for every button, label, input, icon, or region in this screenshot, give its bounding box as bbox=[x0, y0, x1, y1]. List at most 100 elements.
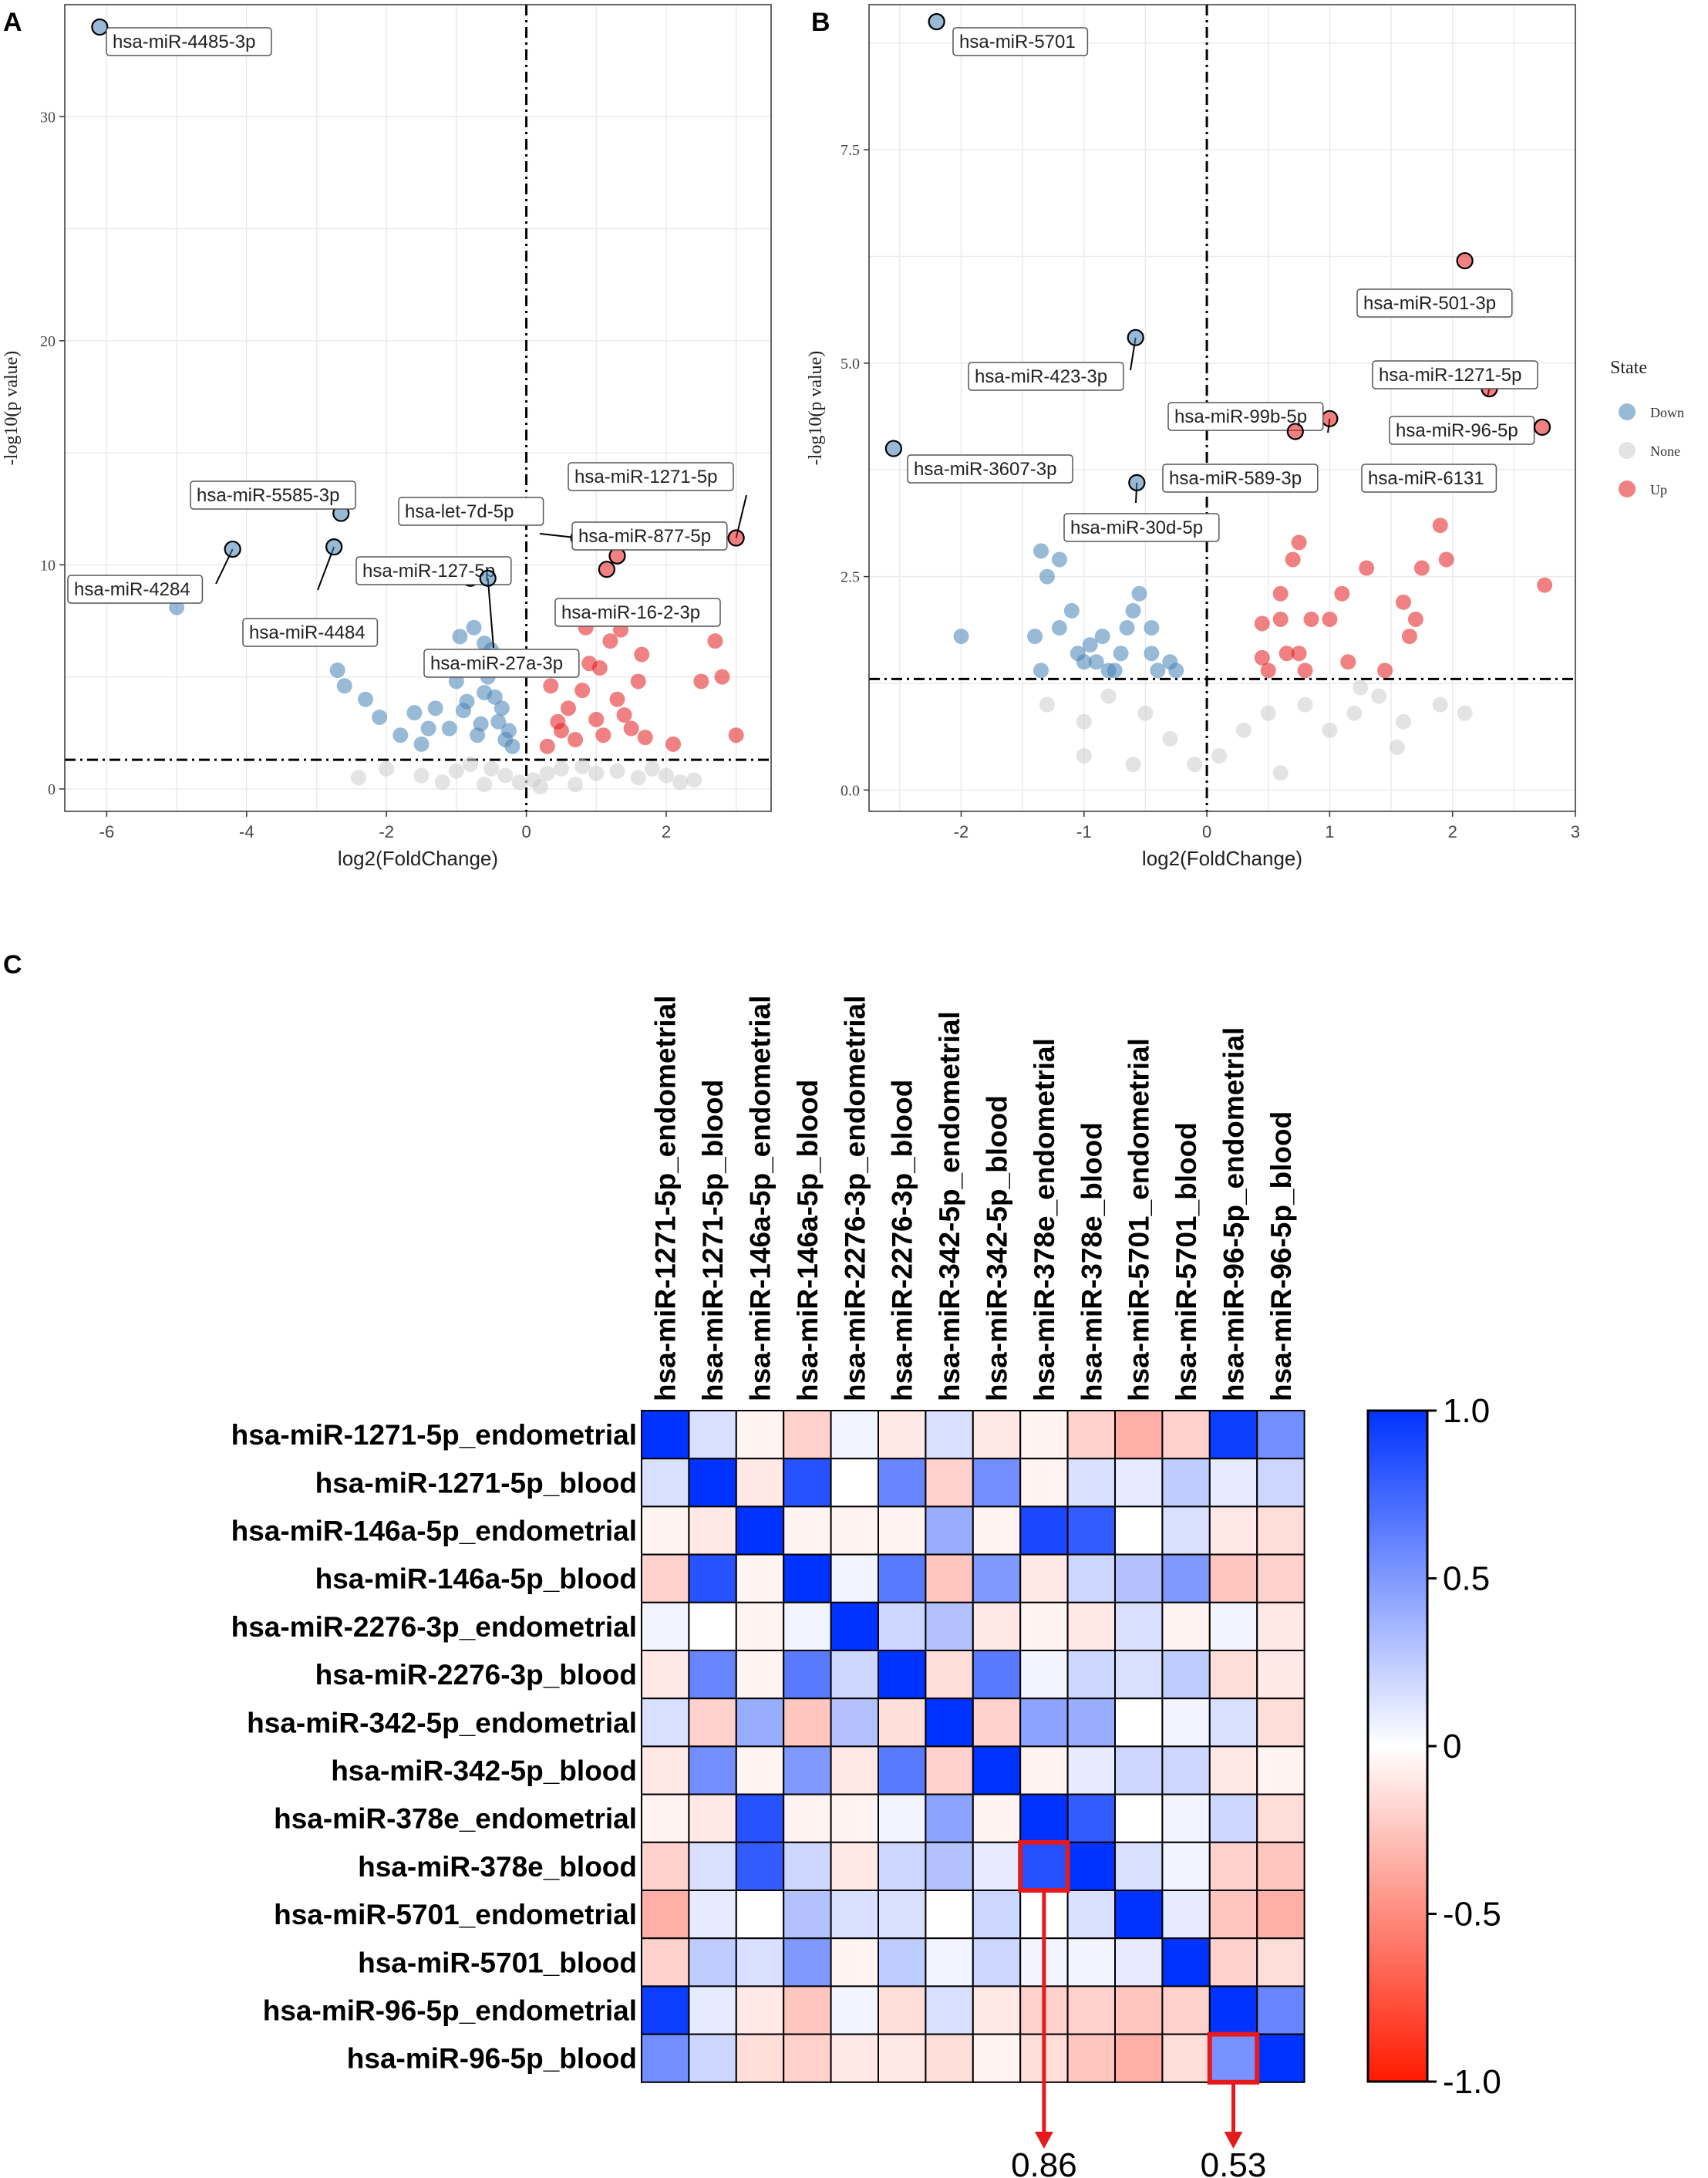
heatmap-cell bbox=[1114, 1410, 1164, 1460]
heatmap-cell bbox=[641, 2033, 690, 2083]
label-box bbox=[190, 480, 356, 510]
x-tick-label: 1 bbox=[1325, 822, 1334, 841]
label-box bbox=[106, 27, 272, 56]
x-tick-label: -2 bbox=[379, 822, 394, 841]
heatmap-cell bbox=[972, 1650, 1022, 1700]
row-label: hsa-miR-378e_endometrial bbox=[274, 1803, 637, 1835]
label-box bbox=[398, 497, 544, 526]
highlighted-point bbox=[479, 569, 497, 587]
plot-border bbox=[64, 4, 772, 812]
heatmap-cell bbox=[925, 1793, 974, 1843]
point-none bbox=[630, 770, 646, 786]
point-up bbox=[616, 707, 632, 723]
highlighted-point bbox=[1456, 251, 1474, 270]
point-none bbox=[1162, 730, 1178, 747]
heatmap-cell bbox=[783, 2033, 832, 2083]
point-label: hsa-miR-501-3p bbox=[1363, 293, 1496, 314]
colorbar-tick-label: 1.0 bbox=[1443, 1392, 1490, 1430]
point-none bbox=[1322, 722, 1338, 738]
point-up bbox=[1407, 611, 1423, 627]
heatmap-cell bbox=[641, 1650, 690, 1700]
heatmap-cell bbox=[1019, 1745, 1069, 1795]
point-none bbox=[672, 774, 689, 791]
point-label: hsa-miR-589-3p bbox=[1169, 468, 1302, 489]
heatmap-cell bbox=[1256, 1553, 1305, 1603]
point-none bbox=[448, 763, 464, 779]
heatmap-cell bbox=[830, 1698, 879, 1748]
heatmap-cell bbox=[1256, 1937, 1305, 1988]
point-up bbox=[602, 633, 618, 649]
column-label: hsa-miR-342-5p_blood bbox=[982, 1095, 1013, 1401]
highlighted-point bbox=[727, 529, 745, 547]
heatmap-cell bbox=[783, 1841, 832, 1892]
point-down bbox=[1168, 663, 1184, 679]
heatmap-cell bbox=[972, 1937, 1022, 1988]
point-up bbox=[665, 736, 682, 752]
heatmap-cell bbox=[972, 1985, 1022, 2035]
heatmap-cell bbox=[878, 1937, 927, 1988]
heatmap-cell bbox=[830, 1937, 879, 1988]
highlighted-point bbox=[1533, 418, 1551, 437]
heatmap-cell bbox=[1208, 1890, 1258, 1940]
heatmap-cell bbox=[1256, 1793, 1305, 1843]
point-label: hsa-miR-27a-3p bbox=[430, 653, 563, 674]
heatmap-cell bbox=[1114, 1553, 1164, 1603]
point-down bbox=[1033, 663, 1049, 679]
x-tick-label: -2 bbox=[954, 822, 969, 841]
point-none bbox=[1125, 757, 1141, 773]
heatmap-cell bbox=[783, 1505, 832, 1556]
label-box bbox=[907, 454, 1073, 484]
heatmap-cell bbox=[1256, 1698, 1305, 1748]
label-box bbox=[571, 521, 728, 551]
point-down bbox=[441, 720, 457, 737]
point-down bbox=[1039, 568, 1055, 585]
heatmap-cell bbox=[925, 1890, 974, 1940]
y-tick-label: 20 bbox=[40, 333, 56, 350]
heatmap-cell bbox=[830, 1745, 879, 1795]
heatmap-cell bbox=[641, 1410, 690, 1460]
heatmap-cell bbox=[735, 1410, 785, 1460]
row-label: hsa-miR-2276-3p_blood bbox=[315, 1659, 637, 1691]
heatmap-cell bbox=[878, 1650, 927, 1700]
point-label: hsa-miR-99b-5p bbox=[1174, 406, 1307, 427]
point-down bbox=[500, 723, 517, 739]
point-down bbox=[1088, 654, 1104, 670]
row-label: hsa-miR-342-5p_blood bbox=[331, 1755, 637, 1787]
heatmap-cell bbox=[878, 2033, 927, 2083]
point-label: hsa-let-7d-5p bbox=[405, 501, 514, 522]
label-box bbox=[1356, 288, 1513, 318]
point-label: hsa-miR-6131 bbox=[1368, 468, 1484, 489]
highlighted-point bbox=[91, 18, 109, 36]
point-none bbox=[1260, 705, 1276, 721]
point-up bbox=[609, 691, 625, 707]
heatmap-cell bbox=[972, 1601, 1022, 1652]
heatmap-cell bbox=[972, 1745, 1022, 1795]
row-label: hsa-miR-5701_blood bbox=[358, 1947, 637, 1978]
heatmap-cell bbox=[783, 1553, 832, 1603]
heatmap-cell bbox=[1066, 1650, 1116, 1700]
point-label: hsa-miR-16-2-3p bbox=[561, 602, 700, 623]
row-label: hsa-miR-2276-3p_endometrial bbox=[231, 1611, 637, 1643]
point-down bbox=[1051, 551, 1067, 568]
point-none bbox=[588, 765, 605, 781]
point-up bbox=[1291, 534, 1307, 551]
heatmap-cell bbox=[925, 1841, 974, 1892]
heatmap-cell bbox=[688, 1458, 737, 1508]
heatmap-cell bbox=[830, 1458, 879, 1508]
heatmap-cell bbox=[1208, 2033, 1258, 2083]
heatmap-cell bbox=[641, 1793, 690, 1843]
heatmap-cell bbox=[1114, 1698, 1164, 1748]
point-none bbox=[477, 777, 493, 793]
point-none bbox=[413, 767, 430, 784]
heatmap-cell bbox=[1066, 1985, 1116, 2035]
heatmap-cell bbox=[735, 1650, 785, 1700]
point-none bbox=[574, 758, 591, 774]
point-up bbox=[1272, 585, 1289, 602]
point-up bbox=[1377, 663, 1393, 679]
point-up bbox=[560, 700, 576, 716]
heatmap-cell bbox=[688, 2033, 737, 2083]
point-down bbox=[459, 693, 475, 710]
heatmap-cell bbox=[1066, 1937, 1116, 1988]
label-box bbox=[67, 575, 204, 604]
